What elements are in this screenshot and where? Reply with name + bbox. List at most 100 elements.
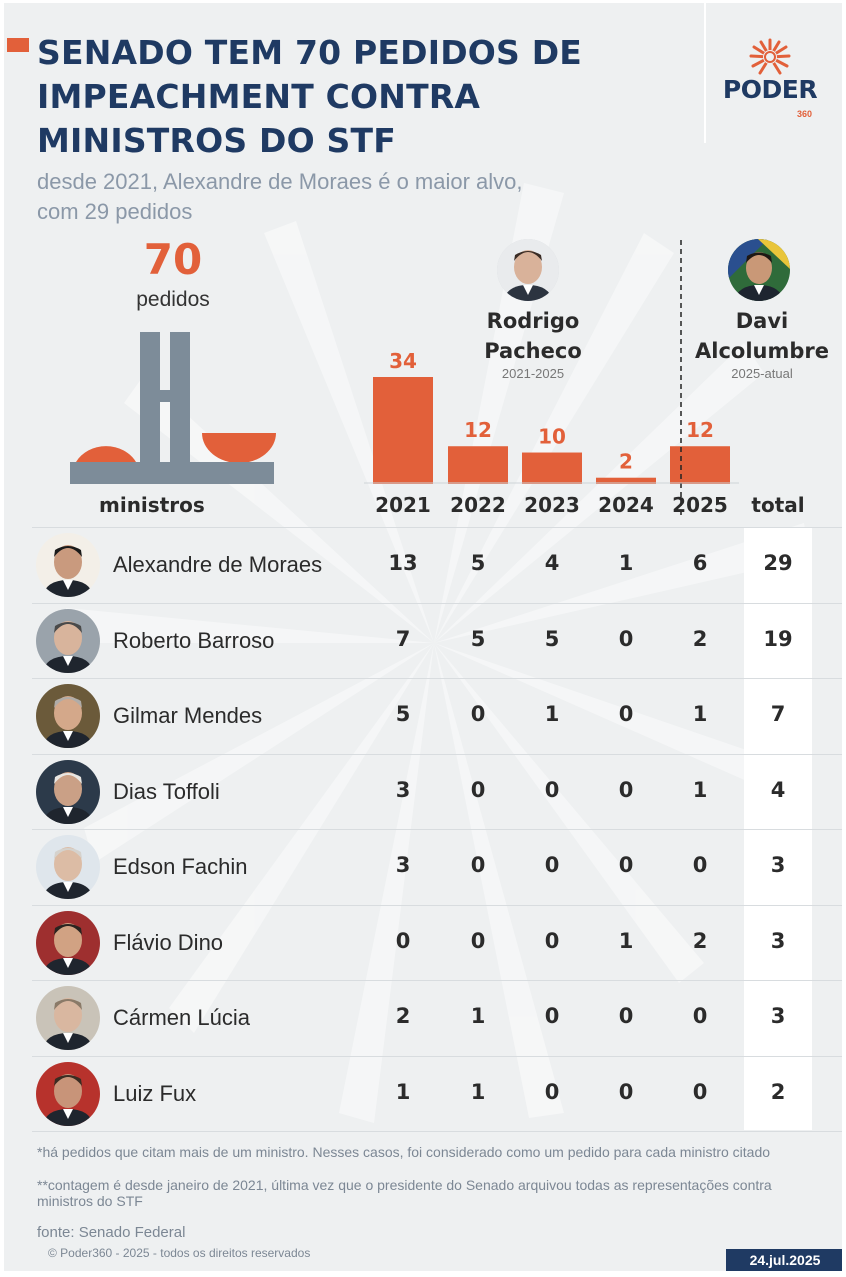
cell-2023: 0 xyxy=(544,853,560,877)
bar-2023 xyxy=(522,452,582,484)
logo-word: PODER xyxy=(722,75,818,104)
president-photo-pacheco xyxy=(497,239,559,301)
bar-chart: 34 2021 12 2022 10 2023 2 2024 12 2025 total xyxy=(364,240,805,517)
cell-2024: 1 xyxy=(618,928,634,953)
cell-2023: 4 xyxy=(544,551,560,575)
table-row: Dias Toffoli 3 0 0 0 1 4 xyxy=(32,753,842,830)
cell-2024: 0 xyxy=(618,702,634,726)
column-header-total: total xyxy=(751,493,804,517)
cell-2024: 0 xyxy=(618,853,634,877)
cell-2025: 2 xyxy=(692,626,708,651)
minister-name: Gilmar Mendes xyxy=(113,703,263,728)
cell-total: 19 xyxy=(763,626,793,651)
x-tick-label-2024: 2024 xyxy=(598,493,654,517)
table-row: Roberto Barroso 7 5 5 0 2 19 xyxy=(32,602,842,679)
table-row: Cármen Lúcia 2 1 0 0 0 3 xyxy=(32,980,842,1056)
table-bottom-border xyxy=(32,1131,842,1132)
footnote-2: **contagem é desde janeiro de 2021, últi… xyxy=(37,1177,772,1209)
president-name-line: Rodrigo xyxy=(486,309,580,333)
date-badge: 24.jul.2025 xyxy=(726,1249,842,1271)
president-term-alcolumbre: 2025-atual xyxy=(731,366,793,381)
cell-2022: 0 xyxy=(470,853,486,877)
minister-avatar xyxy=(36,986,100,1050)
cell-2024: 0 xyxy=(618,777,634,802)
cell-2021: 5 xyxy=(395,702,411,726)
minister-avatar xyxy=(36,1061,100,1126)
page-title: SENADO TEM 70 PEDIDOS DE IMPEACHMENT CON… xyxy=(37,31,657,163)
minister-avatar xyxy=(36,759,100,824)
president-name-alcolumbre: Davi Alcolumbre xyxy=(682,306,842,366)
footnote-1: *há pedidos que citam mais de um ministr… xyxy=(37,1144,771,1160)
cell-2022: 0 xyxy=(470,702,486,726)
subtitle: desde 2021, Alexandre de Moraes é o maio… xyxy=(37,167,637,227)
president-name-pacheco: Rodrigo Pacheco xyxy=(448,306,618,366)
cell-2023: 0 xyxy=(544,1079,560,1104)
cell-2023: 0 xyxy=(544,928,560,953)
bar-value-label-2021: 34 xyxy=(389,349,417,373)
cell-total: 7 xyxy=(770,702,786,726)
president-name-line: Pacheco xyxy=(484,339,582,363)
cell-total: 2 xyxy=(770,1079,786,1104)
cell-2024: 0 xyxy=(618,626,634,651)
cell-total: 4 xyxy=(770,777,786,802)
cell-2022: 5 xyxy=(470,551,486,575)
x-tick-label-2023: 2023 xyxy=(524,493,580,517)
cell-2025: 1 xyxy=(692,777,708,802)
congress-building-icon xyxy=(70,332,276,484)
table-row: Flávio Dino 0 0 0 1 2 3 xyxy=(32,904,842,981)
minister-name: Flávio Dino xyxy=(113,929,224,955)
total-requests: 70 xyxy=(143,235,203,284)
table-row: Gilmar Mendes 5 0 1 0 1 7 xyxy=(32,678,842,754)
cell-total: 3 xyxy=(770,853,786,877)
cell-2024: 0 xyxy=(618,1004,634,1028)
infographic: SENADO TEM 70 PEDIDOS DE IMPEACHMENT CON… xyxy=(4,3,842,1271)
minister-avatar xyxy=(36,684,100,748)
subtitle-line: com 29 pedidos xyxy=(37,199,193,224)
logo-divider xyxy=(704,3,706,143)
minister-name: Cármen Lúcia xyxy=(113,1005,250,1030)
bar-2022 xyxy=(448,446,508,484)
poder360-logo: PODER 360 xyxy=(720,37,820,127)
title-accent xyxy=(7,38,29,52)
president-term-pacheco: 2021-2025 xyxy=(501,366,565,381)
title-line: IMPEACHMENT CONTRA xyxy=(37,77,481,116)
minister-name: Roberto Barroso xyxy=(113,627,275,653)
logo-number: 360 xyxy=(796,109,812,119)
minister-name: Dias Toffoli xyxy=(113,778,220,804)
table-row: Luiz Fux 1 1 0 0 0 2 xyxy=(32,1055,842,1132)
minister-avatar xyxy=(36,910,100,975)
cell-2022: 5 xyxy=(470,626,486,651)
cell-2021: 1 xyxy=(395,1079,411,1104)
cell-2024: 1 xyxy=(618,551,634,575)
cell-2022: 1 xyxy=(470,1004,486,1028)
minister-name: Luiz Fux xyxy=(113,1080,197,1106)
cell-total: 3 xyxy=(770,1004,786,1028)
sun-icon xyxy=(749,38,791,75)
president-name-line: Alcolumbre xyxy=(695,339,829,363)
minister-avatar xyxy=(36,835,100,899)
title-line: SENADO TEM 70 PEDIDOS DE xyxy=(37,33,583,72)
copyright: © Poder360 - 2025 - todos os direitos re… xyxy=(48,1246,311,1260)
bar-2025 xyxy=(670,446,730,484)
title-line: MINISTROS DO STF xyxy=(37,121,396,160)
total-requests-label: pedidos xyxy=(136,288,210,311)
bar-value-label-2024: 2 xyxy=(619,450,633,474)
cell-2021: 3 xyxy=(395,777,411,802)
minister-avatar xyxy=(36,608,100,673)
cell-2025: 1 xyxy=(692,702,708,726)
x-tick-label-2022: 2022 xyxy=(450,493,506,517)
cell-2025: 0 xyxy=(692,1004,708,1028)
cell-total: 29 xyxy=(763,551,793,575)
cell-2021: 3 xyxy=(395,853,411,877)
x-tick-label-2025: 2025 xyxy=(672,493,728,517)
president-name-line: Davi xyxy=(735,309,789,333)
cell-2024: 0 xyxy=(618,1079,634,1104)
cell-2023: 0 xyxy=(544,777,560,802)
bar-2024 xyxy=(596,477,656,484)
subtitle-line: desde 2021, Alexandre de Moraes é o maio… xyxy=(37,169,523,194)
cell-2025: 0 xyxy=(692,853,708,877)
minister-avatar xyxy=(36,533,100,597)
table-row: Edson Fachin 3 0 0 0 0 3 xyxy=(32,829,842,905)
minister-name: Edson Fachin xyxy=(113,854,248,879)
cell-2023: 5 xyxy=(544,626,560,651)
